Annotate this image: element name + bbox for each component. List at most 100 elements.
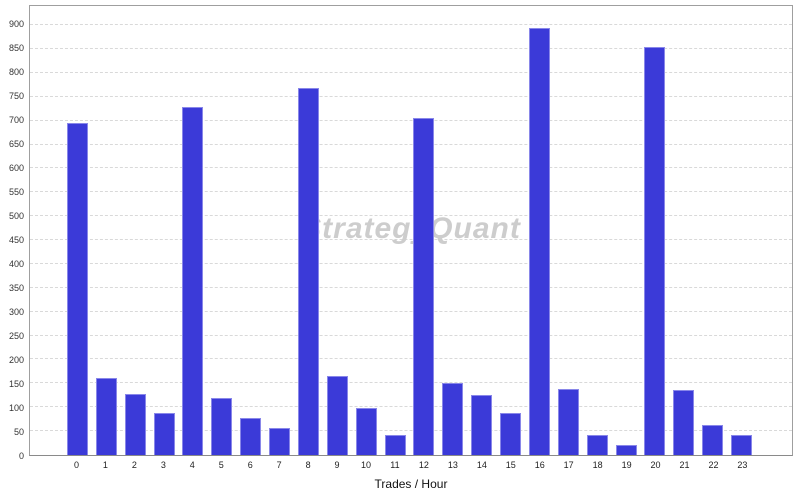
- bar-hour-20: [644, 46, 666, 455]
- y-axis-tick-label: 750: [8, 90, 24, 101]
- gridline: [30, 143, 792, 145]
- x-axis-tick-label: 5: [218, 460, 224, 470]
- y-axis-tick-label: 150: [8, 378, 24, 389]
- bar-hour-6: [240, 418, 262, 455]
- x-axis-tick-label: 16: [534, 460, 545, 470]
- gridline: [30, 310, 792, 312]
- y-axis-tick-label: 800: [8, 66, 24, 77]
- gridline: [30, 95, 792, 97]
- bar-hour-15: [500, 413, 522, 455]
- y-axis: 0 50 100 150 200 250 300 350 400 450 500 550 600 650 7…: [0, 5, 26, 460]
- gridline: [30, 358, 792, 360]
- x-axis-tick-label: 6: [247, 460, 253, 470]
- y-axis-tick-label: 50: [13, 426, 24, 437]
- bar-slot: [727, 6, 756, 455]
- y-axis-tick-label: 400: [8, 258, 24, 269]
- gridline: [30, 24, 792, 26]
- x-axis-tick-label: 11: [390, 460, 400, 470]
- y-axis-tick-label: 350: [8, 282, 24, 293]
- bar-slot: [496, 6, 525, 455]
- bar-hour-10: [355, 407, 377, 455]
- gridline: [30, 215, 792, 217]
- bar-hour-14: [471, 395, 493, 455]
- x-axis-tick-label: 1: [102, 460, 108, 470]
- bar-hour-23: [731, 434, 753, 455]
- bar-hour-1: [95, 377, 117, 455]
- x-axis-title: Trades / Hour: [374, 477, 448, 491]
- bar-slot: [381, 6, 410, 455]
- gridline: [30, 71, 792, 73]
- bar-slot: [698, 6, 727, 455]
- x-axis-tick-label: 18: [592, 460, 603, 470]
- y-axis-tick-label: 450: [8, 234, 24, 245]
- bar-slot: [92, 6, 121, 455]
- bar-hour-19: [615, 444, 637, 455]
- gridline: [30, 262, 792, 264]
- bar-hour-7: [269, 428, 291, 455]
- bar-hour-12: [413, 117, 435, 455]
- bar-slot: [525, 6, 554, 455]
- bar-hour-0: [66, 122, 88, 455]
- bar-slot: [150, 6, 179, 455]
- gridline: [30, 239, 792, 241]
- bar-hour-8: [297, 87, 319, 455]
- y-axis-tick-label: 600: [8, 162, 24, 173]
- bar-slot: [583, 6, 612, 455]
- bar-slot: [612, 6, 641, 455]
- gridline: [30, 286, 792, 288]
- bar-slot: [554, 6, 583, 455]
- x-axis-tick-label: 20: [650, 460, 661, 470]
- y-axis-tick-label: 500: [8, 210, 24, 221]
- bar-slot: [352, 6, 381, 455]
- x-axis-tick-label: 14: [476, 460, 487, 470]
- gridline: [30, 167, 792, 169]
- x-axis-tick-label: 4: [189, 460, 195, 470]
- gridline: [30, 191, 792, 193]
- y-axis-tick-label: 200: [8, 354, 24, 365]
- watermark: StrategyQuant: [301, 212, 521, 245]
- bar-slot: [121, 6, 150, 455]
- gridline: [30, 48, 792, 49]
- gridline: [30, 334, 792, 336]
- x-axis-tick-label: 12: [418, 460, 429, 470]
- bar-hour-5: [211, 398, 233, 455]
- bar-slot: [641, 6, 670, 455]
- bar-hour-3: [153, 412, 175, 455]
- bar-hour-4: [182, 106, 204, 455]
- bar-slot: [669, 6, 698, 455]
- bar-hour-22: [702, 425, 724, 455]
- x-axis-tick-label: 10: [361, 460, 372, 470]
- y-axis-tick-label: 100: [8, 402, 24, 413]
- x-axis-tick-label: 15: [505, 460, 516, 470]
- y-axis-tick-label: 250: [8, 330, 24, 341]
- bar-series: [30, 6, 792, 455]
- bar-hour-2: [124, 393, 146, 455]
- bar-slot: [438, 6, 467, 455]
- y-axis-tick-label: 700: [8, 114, 24, 125]
- plot-area: StrategyQuant: [29, 5, 793, 456]
- gridline: [30, 406, 792, 408]
- x-axis-tick-label: 23: [737, 460, 748, 470]
- x-axis-tick-label: 8: [305, 460, 311, 470]
- gridline: [30, 430, 792, 432]
- bar-hour-21: [673, 389, 695, 455]
- y-axis-tick-label: 650: [8, 138, 24, 149]
- bar-slot: [236, 6, 265, 455]
- x-axis-tick-label: 19: [621, 460, 632, 470]
- x-axis-tick-label: 21: [679, 460, 690, 470]
- x-axis-tick-label: 3: [160, 460, 166, 470]
- bar-slot: [265, 6, 294, 455]
- x-axis: 0 1 2 3 4 5 6 7 8 9 10 11 12 13 14 15 16 17 18 19 20 21 22 23: [29, 460, 793, 470]
- y-axis-tick-label: 300: [8, 306, 24, 317]
- bar-slot: [323, 6, 352, 455]
- y-axis-tick-label: 0: [18, 450, 24, 461]
- bar-hour-11: [384, 435, 406, 455]
- bar-slot: [207, 6, 236, 455]
- bar-slot: [63, 6, 92, 455]
- x-axis-tick-label: 7: [276, 460, 282, 470]
- y-axis-tick-label: 850: [8, 42, 24, 53]
- x-axis-tick-label: 0: [73, 460, 79, 470]
- bar-slot: [467, 6, 496, 455]
- y-axis-tick-label: 900: [8, 18, 24, 29]
